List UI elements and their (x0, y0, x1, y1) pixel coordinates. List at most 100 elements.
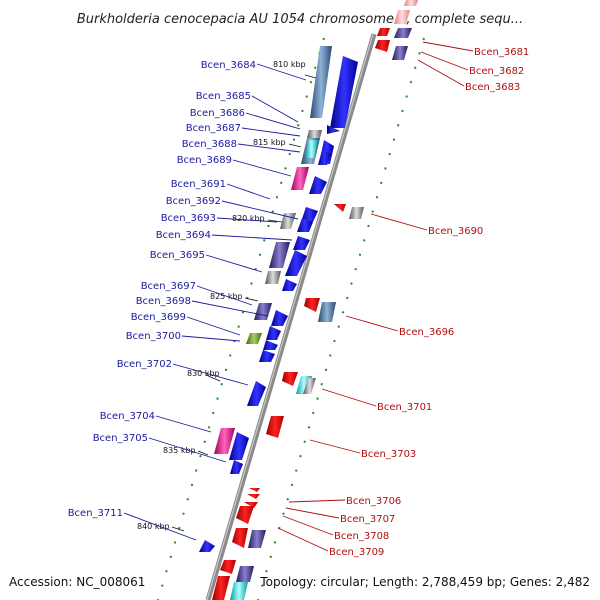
gene-label[interactable]: Bcen_3683 (465, 82, 520, 93)
leader-line (196, 285, 253, 306)
gene-box[interactable] (307, 130, 322, 138)
gene-arrow-3682[interactable] (375, 40, 390, 52)
gene-arrow[interactable] (263, 340, 278, 350)
gene-arrow[interactable] (330, 56, 358, 128)
gene-box[interactable] (404, 0, 418, 6)
gene-label[interactable]: Bcen_3686 (190, 108, 245, 119)
gene-label[interactable]: Bcen_3687 (186, 123, 241, 134)
gene-label[interactable]: Bcen_3692 (166, 196, 221, 207)
leader-line (285, 507, 340, 519)
gene-label[interactable]: Bcen_3694 (156, 230, 211, 241)
gene-box-3695[interactable] (265, 271, 281, 284)
gene-label[interactable]: Bcen_3704 (100, 411, 155, 422)
gene-label[interactable]: Bcen_3699 (131, 312, 186, 323)
gene-box-3697[interactable] (254, 303, 272, 320)
ruler-label: 810 kbp (273, 60, 306, 69)
gene-label[interactable]: Bcen_3691 (171, 179, 226, 190)
gene-label[interactable]: Bcen_3685 (196, 91, 251, 102)
gene-box[interactable] (303, 378, 316, 394)
gene-arrow[interactable] (220, 560, 236, 574)
gene-arrow[interactable] (212, 576, 230, 600)
leader-line (205, 254, 263, 273)
gene-label[interactable]: Bcen_3709 (329, 547, 384, 558)
gene-arrow[interactable] (282, 279, 297, 291)
gene-arrow-3707[interactable] (244, 502, 258, 508)
gene-arrow[interactable] (247, 494, 260, 499)
gene-label[interactable]: Bcen_3684 (201, 60, 256, 71)
gene-label[interactable]: Bcen_3706 (346, 496, 401, 507)
gene-arrow[interactable] (293, 236, 310, 250)
gene-label[interactable]: Bcen_3695 (150, 250, 205, 261)
gene-label[interactable]: Bcen_3688 (182, 139, 237, 150)
gene-arrow[interactable] (271, 310, 288, 326)
gene-arrow[interactable] (247, 381, 266, 406)
topology-text: Topology: circular; Length: 2,788,459 bp… (259, 575, 590, 589)
gene-box[interactable] (230, 582, 248, 600)
gene-box[interactable] (236, 566, 254, 582)
gene-arrow[interactable] (309, 176, 327, 194)
gene-arrow[interactable] (297, 218, 313, 232)
gene-arrow-3701[interactable] (282, 372, 298, 386)
gene-box-3700[interactable] (246, 333, 262, 344)
gene-arrow[interactable] (229, 432, 249, 460)
gene-arrow[interactable] (318, 150, 331, 165)
gene-arrow[interactable] (301, 207, 318, 222)
gene-arrow[interactable] (259, 350, 275, 362)
gene-arrow-3711[interactable] (199, 540, 215, 552)
gene-label[interactable]: Bcen_3681 (474, 47, 529, 58)
leader-line (245, 112, 301, 130)
gene-box[interactable] (305, 140, 318, 158)
leader-line (420, 51, 469, 71)
gene-arrow-3703[interactable] (266, 416, 284, 438)
leader-line (256, 63, 307, 81)
gene-label[interactable]: Bcen_3701 (377, 402, 432, 413)
gene-arrow[interactable] (230, 460, 243, 474)
gene-arrow-3706[interactable] (249, 488, 260, 492)
gene-arrow-3709[interactable] (232, 528, 248, 548)
gene-arrow[interactable] (266, 326, 281, 340)
gene-arrow[interactable] (327, 125, 340, 134)
gene-label[interactable]: Bcen_3702 (117, 359, 172, 370)
gene-arrow[interactable] (285, 250, 307, 276)
leader-line (226, 183, 271, 200)
gene-label[interactable]: Bcen_3693 (161, 213, 216, 224)
gene-label[interactable]: Bcen_3690 (428, 226, 483, 237)
leader-line (422, 41, 474, 52)
gene-label[interactable]: Bcen_3705 (93, 433, 148, 444)
gene-box-3704[interactable] (214, 428, 235, 454)
gene-box[interactable] (248, 530, 266, 548)
gene-label[interactable]: Bcen_3682 (469, 66, 524, 77)
gene-label[interactable]: Bcen_3700 (126, 331, 181, 342)
gene-arrow-3690[interactable] (334, 204, 346, 212)
gene-label[interactable]: Bcen_3698 (136, 296, 191, 307)
leader-line (251, 95, 299, 123)
gene-box-3689[interactable] (291, 167, 309, 190)
ruler-label: 835 kbp (163, 446, 196, 455)
ruler-label: 815 kbp (253, 138, 286, 147)
gene-box-3683[interactable] (392, 46, 408, 60)
gene-box[interactable] (394, 28, 412, 38)
gene-label[interactable]: Bcen_3711 (68, 508, 123, 519)
leader-line (370, 213, 428, 231)
forward-strand-genes (199, 46, 358, 552)
gene-box-3684[interactable] (310, 46, 332, 118)
gene-box[interactable] (349, 207, 364, 219)
gene-arrow[interactable] (304, 298, 320, 312)
ruler-tick (205, 374, 221, 382)
gene-label[interactable]: Bcen_3703 (361, 449, 416, 460)
gene-box-3693[interactable] (280, 213, 296, 229)
gene-arrow-3708[interactable] (236, 506, 254, 524)
gene-label[interactable]: Bcen_3697 (141, 281, 196, 292)
gene-box[interactable] (394, 10, 410, 24)
gene-box-3696[interactable] (318, 302, 336, 322)
chromosome-backbone (205, 33, 377, 600)
gene-label[interactable]: Bcen_3696 (399, 327, 454, 338)
ruler-tick (304, 74, 317, 79)
gene-label[interactable]: Bcen_3689 (177, 155, 232, 166)
gene-arrow-3681[interactable] (377, 28, 390, 36)
gene-label[interactable]: Bcen_3708 (334, 531, 389, 542)
gene-box-3694[interactable] (269, 242, 290, 268)
right-labels: Bcen_3681 Bcen_3682 Bcen_3683 Bcen_3690 … (277, 41, 529, 558)
gene-label[interactable]: Bcen_3707 (340, 514, 395, 525)
